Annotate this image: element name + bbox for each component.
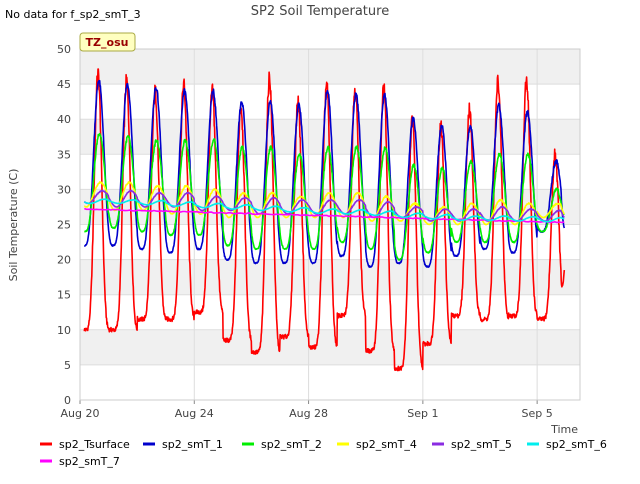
y-tick-label: 50 bbox=[57, 43, 71, 56]
y-tick-label: 40 bbox=[57, 113, 71, 126]
y-tick-label: 45 bbox=[57, 78, 71, 91]
plot-frame bbox=[79, 48, 581, 401]
y-tick-label: 15 bbox=[57, 289, 71, 302]
legend-label: sp2_smT_1 bbox=[162, 438, 223, 451]
x-tick-label: Sep 1 bbox=[407, 407, 438, 420]
legend-item-sp2_smT_4: sp2_smT_4 bbox=[337, 438, 417, 451]
y-tick-label: 25 bbox=[57, 219, 71, 232]
legend-label: sp2_smT_2 bbox=[261, 438, 322, 451]
y-tick-label: 0 bbox=[64, 394, 71, 407]
legend-label: sp2_smT_7 bbox=[59, 455, 120, 468]
legend-label: sp2_smT_4 bbox=[356, 438, 417, 451]
legend: sp2_Tsurface sp2_smT_1 sp2_smT_2 sp2_smT_4 s… bbox=[40, 438, 607, 468]
chart-title: SP2 Soil Temperature bbox=[251, 4, 389, 19]
x-tick-label: Aug 28 bbox=[289, 407, 328, 420]
legend-item-sp2_smT_2: sp2_smT_2 bbox=[242, 438, 322, 451]
y-axis-label: Soil Temperature (C) bbox=[7, 169, 20, 282]
tz-badge: TZ_osu bbox=[79, 32, 136, 52]
x-tick-label: Sep 5 bbox=[522, 407, 553, 420]
legend-label: sp2_smT_6 bbox=[546, 438, 607, 451]
x-tick-label: Aug 24 bbox=[175, 407, 214, 420]
series-line-sp2_smT_1 bbox=[83, 79, 566, 268]
y-tick-label: 35 bbox=[57, 148, 71, 161]
series-line-sp2_smT_6 bbox=[83, 198, 565, 223]
x-axis-label: Time bbox=[550, 423, 578, 436]
legend-label: sp2_Tsurface bbox=[59, 438, 130, 451]
y-tick-label: 5 bbox=[64, 359, 71, 372]
legend-label: sp2_smT_5 bbox=[451, 438, 512, 451]
series-line-sp2_smT_7 bbox=[84, 207, 565, 224]
tz-badge-label: TZ_osu bbox=[86, 36, 129, 49]
y-tick-label: 20 bbox=[57, 254, 71, 267]
plot-band bbox=[80, 49, 580, 85]
x-tick-label: Aug 20 bbox=[61, 407, 100, 420]
series-line-sp2_smT_2 bbox=[83, 132, 565, 261]
legend-item-sp2_smT_7: sp2_smT_7 bbox=[40, 455, 120, 468]
plot-band bbox=[80, 329, 580, 365]
legend-item-sp2_Tsurface: sp2_Tsurface bbox=[40, 438, 130, 451]
y-tick-label: 30 bbox=[57, 183, 71, 196]
legend-item-sp2_smT_6: sp2_smT_6 bbox=[527, 438, 607, 451]
legend-item-sp2_smT_1: sp2_smT_1 bbox=[143, 438, 223, 451]
legend-item-sp2_smT_5: sp2_smT_5 bbox=[432, 438, 512, 451]
no-data-note: No data for f_sp2_smT_3 bbox=[5, 8, 141, 21]
y-tick-label: 10 bbox=[57, 324, 71, 337]
plot-band bbox=[80, 259, 580, 295]
plot-area: 0 5 10 15 20 25 30 35 40 45 50 Aug 20 Aug 24 Aug 28 Se… bbox=[57, 43, 581, 420]
